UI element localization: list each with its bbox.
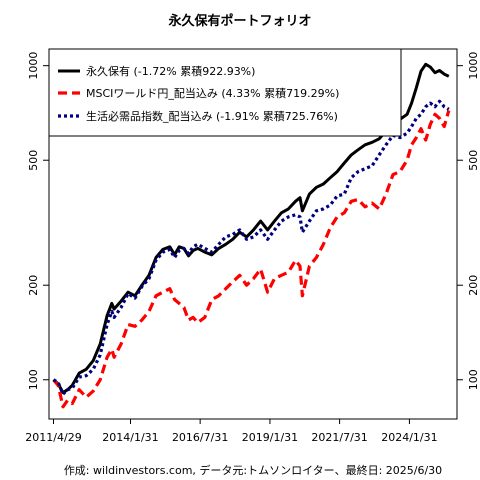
y-tick-label-right: 100: [467, 369, 480, 390]
y-tick-label-right: 500: [467, 150, 480, 171]
x-tick-label: 2024/1/31: [381, 431, 437, 444]
legend-label-permanent: 永久保有 (-1.72% 累積922.93%): [86, 64, 255, 78]
x-tick-label: 2016/7/31: [172, 431, 228, 444]
legend-box: [48, 48, 402, 137]
x-tick-label: 2021/7/31: [311, 431, 367, 444]
source-caption: 作成: wildinvestors.com, データ元:トムソンロイター、最終日…: [64, 463, 442, 477]
legend: 永久保有 (-1.72% 累積922.93%) MSCIワールド円_配当込み (…: [48, 48, 402, 137]
y-tick-label-left: 1000: [27, 52, 40, 80]
x-axis: 2011/4/29 2014/1/31 2016/7/31 2019/1/31 2021…: [25, 419, 438, 444]
x-tick-label: 2014/1/31: [102, 431, 158, 444]
y-tick-label-right: 200: [467, 275, 480, 296]
legend-label-consumer-staples: 生活必需品指数_配当込み (-1.91% 累積725.76%): [86, 109, 338, 123]
chart-title: 永久保有ポートフォリオ: [167, 13, 311, 29]
y-tick-label-right: 1000: [467, 52, 480, 80]
y-tick-label-left: 500: [27, 150, 40, 171]
x-tick-label: 2011/4/29: [25, 431, 81, 444]
y-tick-label-left: 100: [27, 369, 40, 390]
y-tick-label-left: 200: [27, 275, 40, 296]
legend-label-msci-world: MSCIワールド円_配当込み (4.33% 累積719.29%): [86, 86, 339, 100]
y-axis: 100 100 200 200 500 500 1000 1000: [27, 52, 480, 391]
x-tick-label: 2019/1/31: [242, 431, 298, 444]
series-line-1: [52, 110, 451, 409]
